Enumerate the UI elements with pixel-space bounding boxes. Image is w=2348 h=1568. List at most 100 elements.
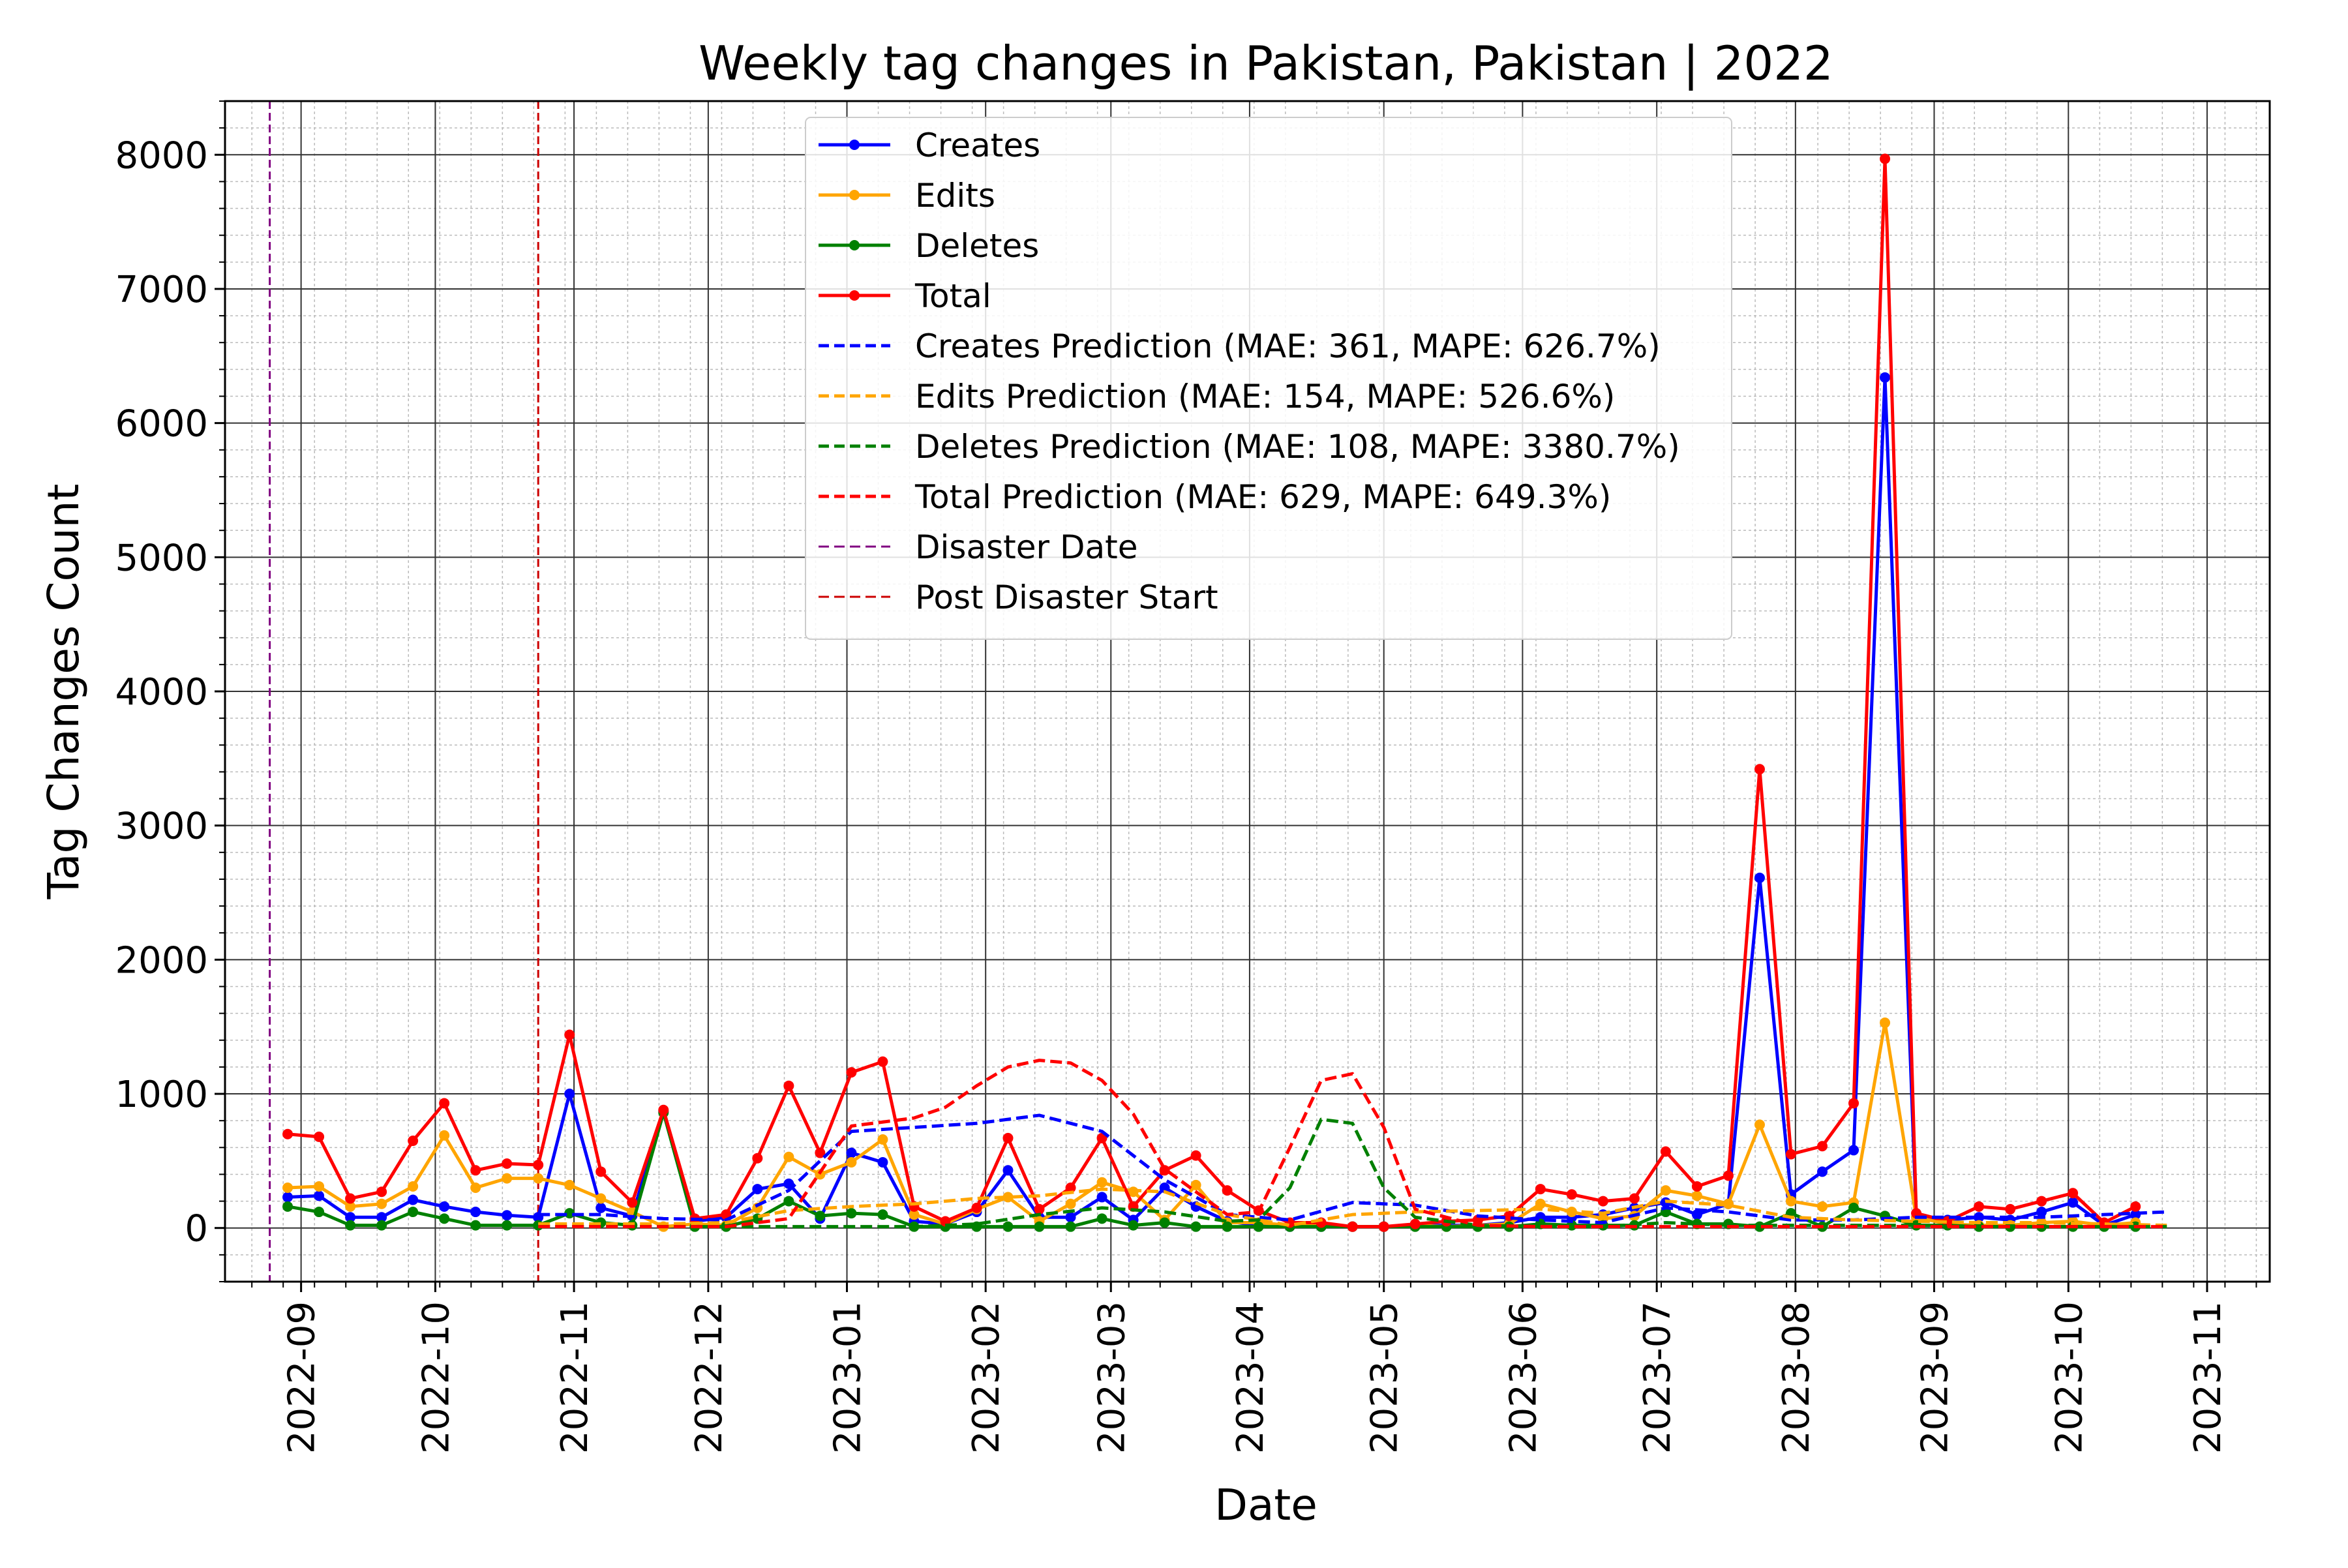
total-point <box>1660 1146 1671 1157</box>
legend-marker <box>849 290 860 301</box>
deletes-prediction-line <box>538 1117 2167 1229</box>
creates-point <box>2036 1207 2047 1218</box>
legend-marker <box>849 240 860 250</box>
edits-point <box>282 1183 294 1194</box>
total-point <box>971 1202 982 1213</box>
total-point <box>1691 1181 1702 1192</box>
deletes-point <box>282 1201 294 1212</box>
edits-point <box>1817 1201 1828 1212</box>
edits-point <box>877 1134 888 1145</box>
legend-marker <box>849 140 860 150</box>
edits-point <box>533 1173 544 1184</box>
creates-point <box>1817 1166 1828 1177</box>
edits-point <box>1096 1177 1107 1188</box>
edits-point <box>1535 1198 1546 1209</box>
creates-point <box>752 1184 763 1195</box>
deletes-point <box>502 1220 513 1231</box>
deletes-point <box>408 1207 419 1218</box>
total-point <box>1065 1183 1076 1194</box>
total-point <box>627 1197 638 1208</box>
x-tick-label: 2023-06 <box>1502 1301 1544 1454</box>
x-tick-label: 2023-11 <box>2187 1301 2229 1454</box>
x-tick-label: 2023-02 <box>965 1301 1008 1454</box>
creates-point <box>877 1156 888 1168</box>
edits-point <box>470 1183 481 1194</box>
deletes-point <box>470 1220 481 1231</box>
edits-point <box>1660 1185 1671 1196</box>
creates-point <box>1159 1183 1170 1194</box>
deletes-line <box>287 1111 2136 1229</box>
total-point <box>564 1029 575 1040</box>
total-point <box>282 1128 294 1139</box>
total-point <box>1034 1203 1045 1214</box>
series-group <box>282 153 2167 1232</box>
edits-point <box>345 1201 356 1212</box>
creates-point <box>408 1194 419 1205</box>
edits-point <box>376 1198 387 1209</box>
edits-prediction-line <box>538 1187 2167 1228</box>
series-deletes-prediction <box>538 1117 2167 1229</box>
total-point <box>752 1153 763 1164</box>
total-point <box>1754 764 1765 775</box>
legend-label: Creates <box>915 127 1040 164</box>
legend-label: Deletes <box>915 227 1039 265</box>
edits-point <box>909 1209 920 1220</box>
y-axis-label: Tag Changes Count <box>38 484 89 900</box>
creates-point <box>470 1207 481 1218</box>
edits-point <box>1190 1179 1201 1190</box>
total-point <box>846 1067 857 1078</box>
creates-point <box>376 1212 387 1223</box>
y-tick-label: 5000 <box>115 537 208 579</box>
total-point <box>502 1158 513 1169</box>
legend-item-deletes-prediction: Deletes Prediction (MAE: 108, MAPE: 3380… <box>819 428 1680 466</box>
creates-point <box>595 1202 607 1213</box>
legend-label: Post Disaster Start <box>915 579 1218 616</box>
x-tick-label: 2022-10 <box>415 1301 457 1454</box>
creates-point <box>1096 1192 1107 1203</box>
y-tick-label: 7000 <box>115 269 208 311</box>
legend-label: Total <box>914 277 991 315</box>
deletes-point <box>1128 1220 1139 1231</box>
total-point <box>345 1193 356 1204</box>
legend-item-deletes: Deletes <box>819 227 1039 265</box>
deletes-point <box>1253 1221 1264 1232</box>
total-point <box>2130 1201 2141 1212</box>
y-tick-label: 8000 <box>115 134 208 177</box>
legend-box <box>805 117 1732 640</box>
total-point <box>1848 1098 1859 1109</box>
deletes-point <box>376 1220 387 1231</box>
total-point <box>1817 1141 1828 1152</box>
x-axis-label: Date <box>1214 1480 1317 1530</box>
total-point <box>877 1056 888 1067</box>
total-point <box>1222 1185 1233 1196</box>
x-tick-label: 2023-07 <box>1636 1301 1679 1454</box>
total-point <box>408 1136 419 1147</box>
grid <box>225 100 2270 1282</box>
legend-label: Total Prediction (MAE: 629, MAPE: 649.3%… <box>914 478 1611 516</box>
total-point <box>1629 1193 1640 1204</box>
deletes-point <box>1222 1221 1233 1232</box>
x-tick-label: 2022-09 <box>281 1301 324 1454</box>
deletes-point <box>345 1220 356 1231</box>
deletes-point <box>877 1209 888 1220</box>
deletes-point <box>1159 1217 1170 1228</box>
x-tick-label: 2023-10 <box>2048 1301 2090 1454</box>
total-point <box>1566 1189 1577 1200</box>
x-tick-label: 2022-12 <box>688 1301 730 1454</box>
edits-point <box>1754 1119 1765 1130</box>
legend-item-edits: Edits <box>819 177 995 215</box>
total-point <box>2068 1188 2079 1199</box>
total-point <box>1880 153 1891 164</box>
total-point <box>1597 1196 1608 1207</box>
total-point <box>2005 1203 2016 1214</box>
creates-point <box>2068 1197 2079 1208</box>
total-point <box>1785 1149 1796 1160</box>
total-point <box>439 1098 450 1109</box>
total-point <box>1409 1218 1421 1229</box>
axis-ticks: 0 1000 2000 3000 4000 5000 6000 7000 8000 2022-09… <box>115 100 2257 1454</box>
creates-point <box>846 1147 857 1158</box>
x-tick-label: 2023-08 <box>1775 1301 1818 1454</box>
edits-point <box>595 1193 607 1204</box>
